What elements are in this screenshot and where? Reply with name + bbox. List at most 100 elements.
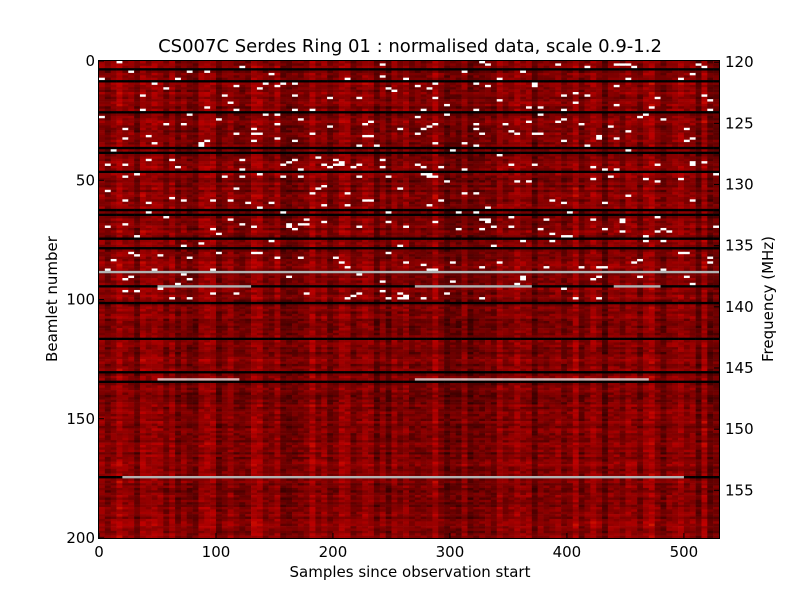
heat-cell <box>350 99 357 102</box>
heat-cell <box>531 84 538 88</box>
heat-cell <box>116 127 123 131</box>
heat-cell <box>280 99 287 102</box>
heat-cell <box>689 87 696 90</box>
heat-cell <box>578 94 585 98</box>
heat-cell <box>648 111 655 114</box>
heat-cell <box>385 161 392 164</box>
heat-cell <box>274 96 281 100</box>
heat-cell <box>631 99 638 102</box>
heat-cell <box>619 70 626 74</box>
heat-cell <box>268 156 275 160</box>
heat-cell <box>99 92 106 95</box>
heat-cell <box>362 144 369 148</box>
heat-cell <box>637 82 644 86</box>
heat-cell <box>490 123 498 126</box>
heat-cell <box>221 101 228 105</box>
heat-cell <box>707 132 714 136</box>
heat-cell <box>613 72 620 76</box>
heat-cell <box>99 130 106 133</box>
heat-cell <box>660 70 667 74</box>
heat-cell <box>233 125 240 129</box>
heat-cell <box>525 101 533 105</box>
heat-cell <box>397 168 404 172</box>
heat-cell <box>490 132 498 136</box>
heat-cell <box>262 77 269 81</box>
heat-cell <box>432 123 439 126</box>
heat-cell <box>391 75 398 78</box>
heat-cell <box>660 144 667 148</box>
heat-cell <box>666 132 673 136</box>
heat-cell <box>180 96 188 100</box>
heat-cell <box>555 111 562 114</box>
heat-cell <box>654 80 661 83</box>
heat-cell <box>426 82 433 86</box>
heat-cell <box>485 89 492 93</box>
heat-cell <box>350 63 357 67</box>
heat-cell <box>368 146 375 150</box>
heat-cell <box>584 80 591 83</box>
heat-cell <box>631 103 638 107</box>
heat-cell <box>239 142 246 145</box>
heat-cell <box>245 168 252 172</box>
heat-cell <box>151 165 158 169</box>
heat-cell <box>286 146 293 150</box>
heat-cell <box>151 68 158 71</box>
heat-cell <box>461 115 468 119</box>
heat-cell <box>713 137 720 140</box>
heat-cell <box>256 123 264 126</box>
heat-cell <box>192 123 199 126</box>
heat-cell <box>262 92 269 95</box>
heat-cell <box>485 158 492 162</box>
heat-cell <box>151 103 158 107</box>
heat-cell <box>496 101 503 105</box>
heat-cell <box>637 94 644 98</box>
heat-cell <box>186 154 193 157</box>
heat-cell <box>239 87 246 90</box>
heat-cell <box>385 127 392 131</box>
heat-cell <box>549 151 556 155</box>
heat-cell <box>502 137 509 140</box>
heat-cell <box>309 132 316 136</box>
heat-cell <box>666 154 673 157</box>
heat-cell <box>607 137 615 140</box>
heat-cell <box>175 65 182 69</box>
heat-cell <box>368 77 375 81</box>
heat-cell <box>619 130 626 133</box>
heat-cell <box>139 120 147 124</box>
heat-cell <box>204 170 211 174</box>
heat-cell <box>707 96 714 100</box>
heat-cell <box>566 92 574 95</box>
heat-cell <box>110 154 117 157</box>
heat-cell <box>169 70 176 74</box>
heat-cell <box>239 154 246 157</box>
heat-cell <box>362 149 369 152</box>
heat-cell <box>409 99 416 102</box>
heat-cell <box>379 92 386 95</box>
heat-cell <box>520 103 527 107</box>
heat-cell <box>490 144 498 148</box>
heat-cell <box>99 113 106 117</box>
heat-cell <box>128 168 135 172</box>
heat-cell <box>122 146 129 150</box>
heat-cell <box>409 125 416 129</box>
heat-cell <box>251 125 258 129</box>
heat-cell <box>701 89 708 93</box>
heat-cell <box>286 127 293 131</box>
heat-cell <box>637 127 644 131</box>
heat-cell <box>99 154 106 157</box>
heat-cell <box>286 70 293 74</box>
heat-cell <box>134 149 141 152</box>
heat-cell <box>362 82 369 86</box>
heat-cell <box>502 151 509 155</box>
heat-cell <box>520 63 527 67</box>
heat-cell <box>707 170 714 174</box>
heat-cell <box>163 77 170 81</box>
heat-cell <box>385 94 392 98</box>
heat-cell <box>584 68 591 71</box>
heat-cell <box>251 168 258 172</box>
heat-cell <box>578 70 585 74</box>
heat-cell <box>444 137 451 140</box>
heat-cell <box>163 118 170 121</box>
heat-cell <box>327 125 334 129</box>
heat-cell <box>707 123 714 126</box>
